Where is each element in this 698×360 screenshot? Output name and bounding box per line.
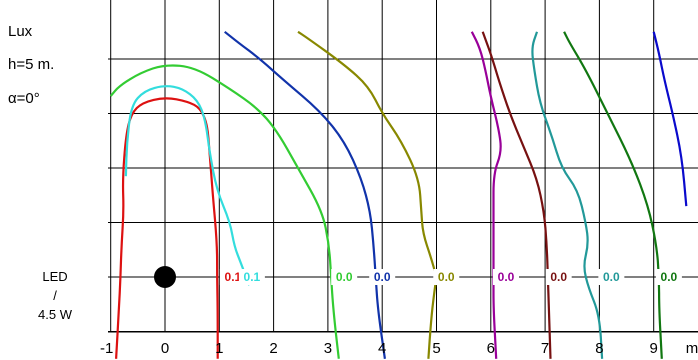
title-line-2: h=5 m.: [8, 56, 54, 73]
isolux-curve-1: [115, 97, 219, 359]
x-tick-label: 5: [432, 340, 440, 357]
curve-label-background: [655, 269, 682, 285]
x-tick-label: 4: [378, 340, 386, 357]
lamp-label-line-1: LED: [42, 269, 67, 284]
x-tick-label: 7: [541, 340, 549, 357]
x-tick-label: -1: [100, 340, 113, 357]
curve-label-background: [331, 269, 358, 285]
isolux-curve-10: [652, 31, 688, 207]
curve-label-background: [433, 269, 460, 285]
curve-label-7: 0.0: [550, 270, 567, 284]
lamp-label-line-3: 4.5 W: [38, 307, 73, 322]
curve-label-4: 0.0: [374, 270, 391, 284]
curve-label-background: [369, 269, 396, 285]
isolux-curve-2: [124, 85, 251, 286]
x-axis-label: m: [686, 340, 698, 357]
curve-label-background: [238, 269, 265, 285]
curve-label-2: 0.1: [244, 270, 261, 284]
curve-label-background: [493, 269, 520, 285]
curve-label-background: [598, 269, 625, 285]
x-tick-label: 3: [324, 340, 332, 357]
x-tick-label: 1: [215, 340, 223, 357]
isolux-curve-3: [109, 64, 340, 359]
x-tick-label: 0: [161, 340, 169, 357]
isolux-curve-9: [563, 31, 663, 359]
curve-label-background: [545, 269, 572, 285]
isolux-curves: [109, 30, 688, 359]
curve-label-5: 0.0: [438, 270, 455, 284]
curve-label-8: 0.0: [603, 270, 620, 284]
isolux-curve-8: [531, 31, 604, 359]
lamp-label: LED / 4.5 W: [38, 269, 73, 322]
x-tick-label: 8: [595, 340, 603, 357]
curve-label-9: 0.0: [661, 270, 678, 284]
x-tick-label: 6: [487, 340, 495, 357]
curve-label-3: 0.0: [336, 270, 353, 284]
curve-label-1: 0.1: [225, 270, 242, 284]
chart-title: Lux h=5 m. α=0°: [8, 23, 54, 107]
x-tick-label: 9: [650, 340, 658, 357]
title-line-3: α=0°: [8, 90, 40, 107]
title-line-1: Lux: [8, 23, 33, 40]
curve-labels: 0.1 0.1 0.0 0.0 0.0 0.0 0.0 0.0 0.0: [219, 269, 682, 285]
curve-label-6: 0.0: [498, 270, 515, 284]
isolux-curve-5: [297, 30, 437, 359]
lamp-label-line-2: /: [53, 288, 57, 303]
isolux-curve-6: [470, 31, 502, 359]
x-axis-ticks: -1 0 1 2 3 4 5 6 7 8 9: [100, 340, 658, 357]
lamp-marker: [154, 266, 176, 288]
x-tick-label: 2: [269, 340, 277, 357]
